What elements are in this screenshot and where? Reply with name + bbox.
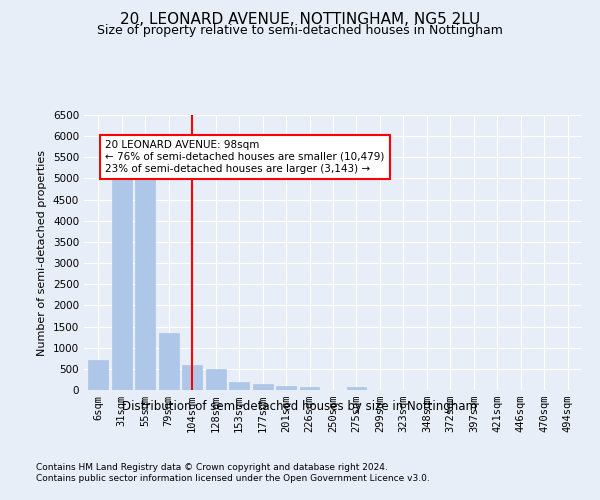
Bar [299, 386, 319, 390]
Text: Contains HM Land Registry data © Crown copyright and database right 2024.: Contains HM Land Registry data © Crown c… [36, 462, 388, 471]
Bar [347, 386, 367, 390]
Bar [182, 364, 202, 390]
Bar [229, 382, 249, 390]
Y-axis label: Number of semi-detached properties: Number of semi-detached properties [37, 150, 47, 356]
Bar [135, 174, 155, 390]
Text: 20, LEONARD AVENUE, NOTTINGHAM, NG5 2LU: 20, LEONARD AVENUE, NOTTINGHAM, NG5 2LU [120, 12, 480, 28]
Bar [112, 166, 131, 390]
Bar [88, 360, 108, 390]
Text: Size of property relative to semi-detached houses in Nottingham: Size of property relative to semi-detach… [97, 24, 503, 37]
Bar [253, 384, 272, 390]
Text: 20 LEONARD AVENUE: 98sqm
← 76% of semi-detached houses are smaller (10,479)
23% : 20 LEONARD AVENUE: 98sqm ← 76% of semi-d… [105, 140, 385, 173]
Text: Distribution of semi-detached houses by size in Nottingham: Distribution of semi-detached houses by … [122, 400, 478, 413]
Bar [158, 333, 179, 390]
Bar [276, 386, 296, 390]
Text: Contains public sector information licensed under the Open Government Licence v3: Contains public sector information licen… [36, 474, 430, 483]
Bar [206, 369, 226, 390]
